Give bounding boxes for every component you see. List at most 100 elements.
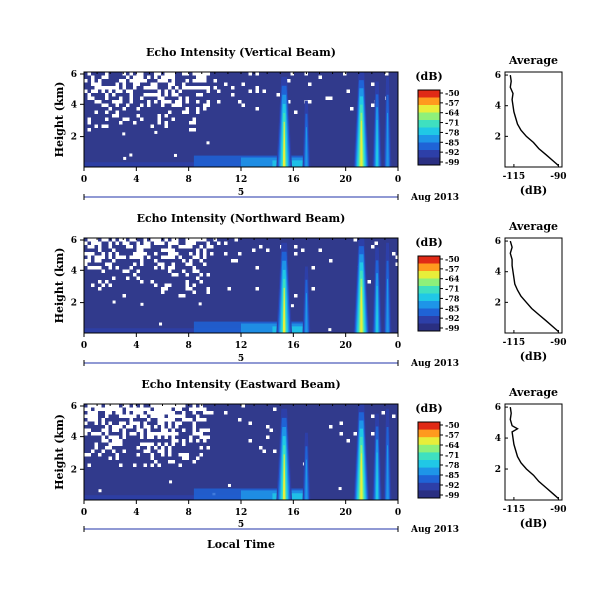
average-y-tick-label: 4 xyxy=(495,268,501,278)
missing-cell xyxy=(161,262,165,266)
missing-cell xyxy=(241,404,245,408)
missing-cell xyxy=(126,407,130,411)
missing-cell xyxy=(143,425,147,429)
missing-cell xyxy=(168,241,172,245)
missing-cell xyxy=(105,439,109,443)
missing-cell xyxy=(206,290,210,294)
missing-cell xyxy=(140,435,144,439)
missing-cell xyxy=(175,238,179,242)
missing-cell xyxy=(105,93,109,97)
x-tick-label: 16 xyxy=(287,341,300,351)
missing-cell xyxy=(154,252,158,256)
missing-cell xyxy=(175,86,179,90)
missing-cell xyxy=(133,404,137,408)
missing-cell xyxy=(238,252,242,256)
y-tick-label: 6 xyxy=(71,70,77,80)
missing-cell xyxy=(84,89,88,93)
missing-cell xyxy=(133,414,137,418)
missing-cell xyxy=(98,82,102,86)
missing-cell xyxy=(294,294,298,298)
missing-cell xyxy=(150,404,154,408)
colorbar-tick-label: -50 xyxy=(445,420,460,430)
missing-cell xyxy=(147,241,151,245)
missing-cell xyxy=(231,93,235,97)
missing-cell xyxy=(185,262,189,266)
missing-cell xyxy=(164,283,168,287)
missing-cell xyxy=(206,446,210,450)
missing-cell xyxy=(147,103,151,107)
missing-cell xyxy=(248,89,252,93)
colorbar-tick-label: -57 xyxy=(445,264,459,274)
missing-cell xyxy=(84,252,88,256)
missing-cell xyxy=(199,75,203,79)
missing-cell xyxy=(175,93,179,97)
missing-cell xyxy=(217,241,221,245)
missing-cell xyxy=(112,300,116,304)
missing-cell xyxy=(199,86,203,90)
missing-cell xyxy=(101,103,105,107)
missing-cell xyxy=(164,404,168,408)
missing-cell xyxy=(115,425,119,429)
missing-cell xyxy=(122,241,126,245)
average-y-tick-label: 6 xyxy=(495,403,501,413)
missing-cell xyxy=(311,266,315,270)
missing-cell xyxy=(84,428,88,432)
missing-cell xyxy=(133,252,137,256)
missing-cell xyxy=(133,432,137,436)
missing-cell xyxy=(98,259,102,263)
missing-cell xyxy=(101,252,105,256)
missing-cell xyxy=(178,294,182,298)
missing-cell xyxy=(150,435,154,439)
missing-cell xyxy=(171,241,175,245)
missing-cell xyxy=(178,414,182,418)
missing-cell xyxy=(87,252,91,256)
missing-cell xyxy=(101,89,105,93)
missing-cell xyxy=(161,432,165,436)
missing-cell xyxy=(192,421,196,425)
missing-cell xyxy=(122,79,126,83)
missing-cell xyxy=(178,404,182,408)
missing-cell xyxy=(157,79,161,83)
missing-cell xyxy=(147,428,151,432)
missing-cell xyxy=(164,428,168,432)
x-axis-label: Local Time xyxy=(207,538,275,551)
missing-cell xyxy=(122,82,126,86)
missing-cell xyxy=(192,428,196,432)
missing-cell xyxy=(203,428,207,432)
missing-cell xyxy=(189,128,193,132)
missing-cell xyxy=(150,238,154,242)
date-label: Aug 2013 xyxy=(410,193,459,203)
missing-cell xyxy=(91,449,95,453)
missing-cell xyxy=(164,432,168,436)
missing-cell xyxy=(171,439,175,443)
missing-cell xyxy=(140,411,144,415)
average-y-tick-label: 2 xyxy=(495,465,501,475)
missing-cell xyxy=(161,453,165,457)
missing-cell xyxy=(161,425,165,429)
missing-cell xyxy=(171,75,175,79)
echo-plume xyxy=(282,121,286,167)
missing-cell xyxy=(203,107,207,111)
missing-cell xyxy=(196,107,200,111)
average-x-tick-label: -90 xyxy=(550,505,566,515)
missing-cell xyxy=(159,322,163,326)
missing-cell xyxy=(259,245,263,249)
colorbar-tick-label: -92 xyxy=(445,313,459,323)
missing-cell xyxy=(164,407,168,411)
panel-3: Echo Intensity (Eastward Beam) 6 4 2 Height … xyxy=(53,378,567,551)
missing-cell xyxy=(157,449,161,453)
missing-cell xyxy=(182,456,186,460)
missing-cell xyxy=(381,411,385,415)
missing-cell xyxy=(164,89,168,93)
missing-cell xyxy=(91,418,95,422)
missing-cell xyxy=(108,245,112,249)
missing-cell xyxy=(91,82,95,86)
day-label: 5 xyxy=(238,520,244,530)
missing-cell xyxy=(87,117,91,121)
missing-cell xyxy=(108,446,112,450)
missing-cell xyxy=(87,238,91,242)
missing-cell xyxy=(136,245,140,249)
missing-cell xyxy=(273,407,277,411)
missing-cell xyxy=(154,446,158,450)
missing-cell xyxy=(115,442,119,446)
